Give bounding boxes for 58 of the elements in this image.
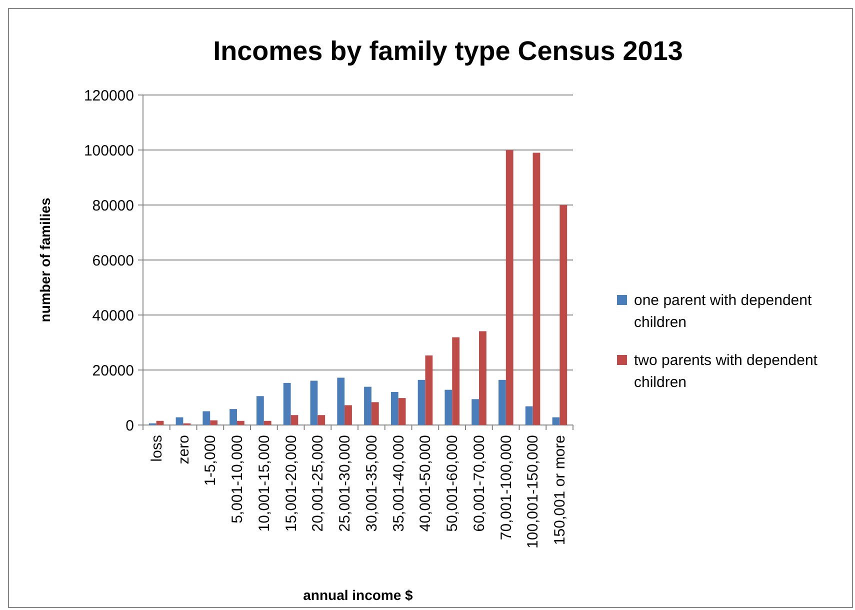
bar <box>364 386 372 425</box>
x-tick-label: 30,001-35,000 <box>363 435 380 532</box>
chart-title: Incomes by family type Census 2013 <box>213 36 683 66</box>
bar <box>310 380 318 425</box>
y-tick-label: 40000 <box>92 307 134 324</box>
bar <box>525 406 533 425</box>
bar <box>552 417 560 425</box>
x-tick-label: 100,001-150,000 <box>524 435 542 548</box>
bar <box>472 399 480 425</box>
bar <box>418 380 426 425</box>
x-tick-label: 5,001-10,000 <box>229 435 246 524</box>
bar <box>283 382 291 425</box>
x-tick-label: 20,001-25,000 <box>310 435 327 532</box>
bar <box>506 150 514 425</box>
legend-label: two parents with dependent children <box>634 352 818 391</box>
y-tick-label: 20000 <box>92 362 134 380</box>
bar <box>156 420 164 425</box>
y-tick-label: 60000 <box>92 252 134 270</box>
bar <box>290 415 298 425</box>
legend-label: one parent with dependent children <box>634 292 812 331</box>
bar <box>230 409 237 425</box>
bar <box>256 396 264 425</box>
y-tick-label: 80000 <box>92 197 134 214</box>
bar <box>498 380 506 425</box>
bar <box>337 378 345 425</box>
bar <box>479 331 486 425</box>
x-tick-label: 1-5,000 <box>202 435 220 486</box>
x-axis-title: annual income $ <box>303 587 414 603</box>
y-tick-label: 120000 <box>84 87 134 104</box>
x-tick-label: 70,001-100,000 <box>498 435 515 540</box>
x-tick-label: loss <box>148 435 166 462</box>
bar <box>318 415 326 425</box>
y-tick-label: 0 <box>126 417 134 434</box>
bar <box>236 420 244 425</box>
x-tick-label: 25,001-30,000 <box>336 435 354 532</box>
bar <box>264 420 272 425</box>
bar <box>371 402 379 425</box>
bar <box>176 417 184 425</box>
x-tick-label: 40,001-50,000 <box>417 435 434 532</box>
bar <box>444 390 452 425</box>
bar <box>560 205 568 425</box>
bar <box>210 420 218 425</box>
x-tick-label: 15,001-20,000 <box>282 435 300 532</box>
bar <box>344 405 352 425</box>
bar <box>398 398 406 425</box>
bar <box>532 152 540 425</box>
x-tick-label: 50,001-60,000 <box>444 435 462 532</box>
x-tick-label: 60,001-70,000 <box>470 435 488 532</box>
x-tick-label: 150,001 or more <box>552 435 569 546</box>
y-axis-title: number of families <box>37 198 53 322</box>
bar <box>452 337 460 425</box>
x-tick-label: zero <box>175 435 192 464</box>
x-tick-label: 10,001-15,000 <box>256 435 273 532</box>
bar <box>390 392 398 425</box>
x-tick-label: 35,001-40,000 <box>390 435 408 532</box>
y-tick-label: 100000 <box>84 142 134 160</box>
bar <box>425 355 433 425</box>
bar <box>202 411 210 425</box>
